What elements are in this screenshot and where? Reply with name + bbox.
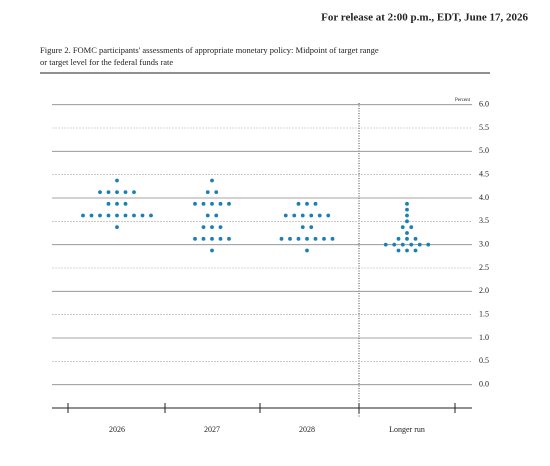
y-tick-label: 2.0 bbox=[479, 286, 489, 295]
x-tick-label: 2026 bbox=[109, 425, 125, 434]
dot bbox=[296, 236, 301, 241]
dot bbox=[218, 236, 223, 241]
y-tick-label: 6.0 bbox=[479, 99, 489, 108]
dot bbox=[405, 219, 409, 224]
dot bbox=[309, 225, 314, 230]
y-tick-label: 3.5 bbox=[479, 216, 489, 225]
dot bbox=[309, 213, 314, 218]
dot bbox=[400, 225, 405, 230]
dot bbox=[132, 213, 136, 218]
dot bbox=[405, 248, 409, 253]
dot bbox=[123, 190, 128, 195]
dot bbox=[396, 248, 401, 253]
dot bbox=[405, 213, 409, 218]
dot bbox=[115, 201, 119, 206]
dot bbox=[210, 225, 214, 230]
dot bbox=[214, 213, 219, 218]
dot bbox=[292, 213, 297, 218]
dot bbox=[193, 201, 197, 206]
dot bbox=[218, 225, 223, 230]
x-tick-label: 2027 bbox=[204, 425, 220, 434]
dot bbox=[106, 213, 111, 218]
dot bbox=[149, 213, 153, 218]
dot bbox=[330, 236, 335, 241]
y-tick-label: 0.0 bbox=[479, 379, 489, 388]
x-tick-label: Longer run bbox=[389, 425, 425, 434]
dot bbox=[300, 225, 305, 230]
dot bbox=[426, 242, 431, 247]
dot bbox=[305, 236, 309, 241]
y-tick-label: 4.0 bbox=[479, 193, 489, 202]
dot bbox=[89, 213, 94, 218]
dot bbox=[413, 248, 418, 253]
dot bbox=[98, 213, 102, 218]
dot bbox=[201, 236, 206, 241]
dot bbox=[106, 201, 111, 206]
dot bbox=[132, 190, 136, 195]
dot bbox=[405, 236, 409, 241]
dot bbox=[313, 201, 318, 206]
dot bbox=[115, 190, 119, 195]
dot bbox=[283, 213, 288, 218]
y-tick-label: 4.5 bbox=[479, 169, 489, 178]
y-tick-label: 2.5 bbox=[479, 263, 489, 272]
dot bbox=[296, 201, 301, 206]
release-header: For release at 2:00 p.m., EDT, June 17, … bbox=[321, 12, 528, 24]
dot bbox=[218, 201, 223, 206]
dot bbox=[205, 213, 210, 218]
dot bbox=[317, 213, 322, 218]
y-tick-label: 5.0 bbox=[479, 146, 489, 155]
dot bbox=[305, 201, 309, 206]
dot bbox=[405, 201, 409, 206]
dot bbox=[326, 213, 331, 218]
dot bbox=[201, 225, 206, 230]
dot bbox=[409, 242, 414, 247]
dot bbox=[140, 213, 145, 218]
dot bbox=[400, 242, 405, 247]
dot bbox=[305, 248, 309, 253]
dot bbox=[81, 213, 85, 218]
dot bbox=[210, 201, 214, 206]
dot bbox=[313, 236, 318, 241]
dot bbox=[392, 242, 397, 247]
axis-label: Percent bbox=[455, 98, 471, 103]
y-tick-label: 5.5 bbox=[479, 123, 489, 132]
dot bbox=[405, 231, 409, 235]
dot bbox=[210, 178, 214, 183]
dot bbox=[227, 236, 231, 241]
dot bbox=[288, 236, 292, 241]
dot bbox=[279, 236, 284, 241]
dot bbox=[115, 213, 119, 218]
dot bbox=[106, 190, 111, 195]
y-tick-label: 1.5 bbox=[479, 309, 489, 318]
dot bbox=[300, 213, 305, 218]
chart-title: or target level for the federal funds ra… bbox=[40, 57, 173, 67]
y-tick-label: 0.5 bbox=[479, 356, 489, 365]
dot bbox=[193, 236, 197, 241]
y-tick-label: 3.0 bbox=[479, 239, 489, 248]
dot bbox=[115, 225, 119, 230]
dot bbox=[214, 190, 219, 195]
dot bbox=[205, 190, 210, 195]
y-tick-label: 1.0 bbox=[479, 333, 489, 342]
dot bbox=[417, 242, 422, 247]
dot bbox=[98, 190, 102, 195]
dot bbox=[210, 248, 214, 253]
dot bbox=[405, 207, 409, 212]
dot bbox=[210, 236, 214, 241]
dot bbox=[413, 236, 418, 241]
dot bbox=[123, 213, 128, 218]
dot bbox=[396, 236, 401, 241]
dot bbox=[409, 225, 414, 230]
chart-title: Figure 2. FOMC participants' assessments… bbox=[40, 45, 379, 55]
dot bbox=[123, 201, 128, 206]
x-tick-label: 2028 bbox=[299, 425, 315, 434]
dot bbox=[322, 236, 326, 241]
dot bbox=[201, 201, 206, 206]
dot bbox=[227, 201, 231, 206]
dot bbox=[383, 242, 388, 247]
dot bbox=[115, 178, 119, 183]
